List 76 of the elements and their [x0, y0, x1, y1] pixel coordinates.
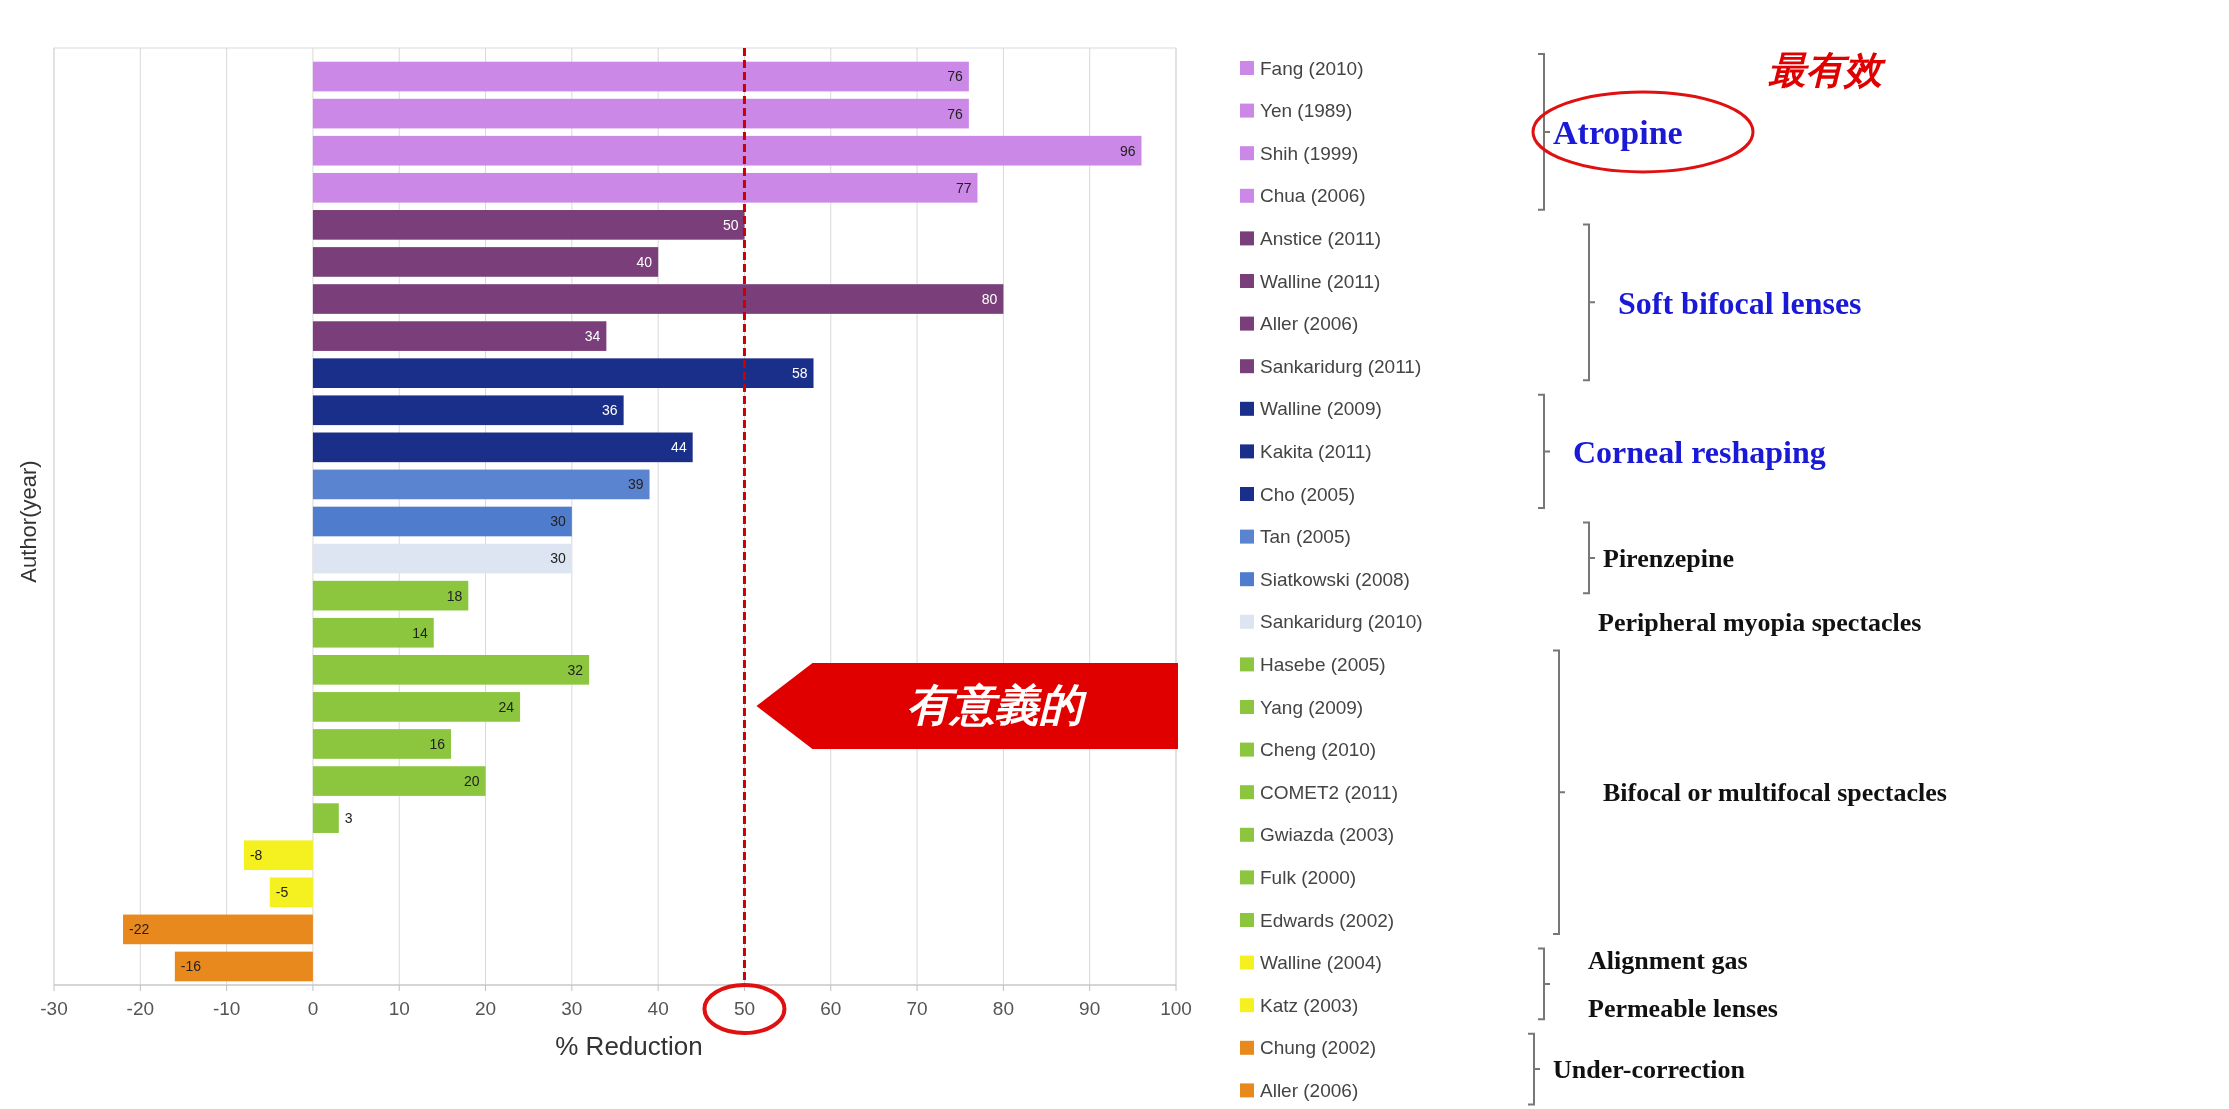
text: Alignment gas Permeable lenses — [1588, 946, 1778, 1023]
data-label: 39 — [627, 476, 644, 493]
legend-label: Tan (2005) — [1260, 526, 1351, 548]
data-label: 76 — [947, 68, 964, 85]
x-tick-label: -10 — [212, 998, 241, 1019]
data-label: 3 — [344, 810, 353, 827]
data-label: -22 — [129, 921, 150, 938]
legend-label: Walline (2009) — [1260, 398, 1382, 420]
x-tick-label: 100 — [1160, 998, 1192, 1019]
legend-label: Aller (2006) — [1260, 313, 1359, 335]
legend-label: Yen (1989) — [1260, 100, 1353, 122]
x-tick-label: 50 — [733, 998, 756, 1019]
text: Bifocal or multifocal spectacles — [1603, 778, 1947, 808]
legend-label: Edwards (2002) — [1260, 909, 1395, 931]
data-label: 76 — [947, 105, 964, 122]
data-label: 32 — [567, 661, 584, 678]
x-tick-label: 70 — [906, 998, 928, 1019]
legend-label: Chua (2006) — [1260, 185, 1366, 207]
x-tick-label: 10 — [388, 998, 410, 1019]
data-label: 30 — [550, 550, 567, 567]
legend-label: Aller (2006) — [1260, 1080, 1359, 1102]
data-label: 14 — [412, 624, 428, 641]
data-label: 40 — [636, 253, 653, 270]
y-axis-title: Author(year) — [16, 460, 41, 583]
legend-label: Shih (1999) — [1260, 142, 1359, 164]
legend-label: Gwiazda (2003) — [1260, 824, 1395, 846]
data-label: 34 — [584, 328, 601, 344]
text: Atropine — [1553, 113, 1683, 151]
legend-label: Fang (2010) — [1260, 57, 1364, 79]
x-tick-label: -30 — [40, 998, 68, 1019]
x-tick-label: 60 — [820, 998, 842, 1019]
data-label: 30 — [550, 513, 567, 530]
data-label: 77 — [955, 179, 972, 196]
data-label: -5 — [275, 884, 289, 901]
x-tick-label: -20 — [126, 998, 155, 1019]
text: Corneal reshaping — [1573, 433, 1826, 470]
text: Peripheral myopia spectacles — [1598, 607, 1922, 637]
x-tick-label: 40 — [647, 998, 669, 1019]
legend-label: Katz (2003) — [1260, 994, 1359, 1016]
data-label: 50 — [722, 216, 739, 233]
annotation: 有意義的 — [907, 679, 1088, 730]
text: Soft bifocal lenses — [1618, 284, 1862, 321]
data-label: 96 — [1119, 142, 1136, 159]
data-label: -8 — [249, 847, 263, 864]
legend-label: Walline (2004) — [1260, 952, 1382, 974]
x-tick-label: 20 — [474, 998, 497, 1019]
legend-label: Kakita (2011) — [1260, 441, 1372, 463]
data-label: 44 — [671, 439, 687, 456]
legend-label: Anstice (2011) — [1260, 228, 1382, 250]
x-tick-label: 80 — [992, 998, 1014, 1019]
legend-label: Fulk (2000) — [1260, 867, 1357, 889]
data-label: 18 — [446, 587, 463, 604]
x-tick-label: 90 — [1079, 998, 1101, 1019]
data-label: 24 — [498, 698, 515, 715]
text: Under-correction — [1553, 1055, 1746, 1085]
legend-label: Chung (2002) — [1260, 1037, 1377, 1059]
legend-label: Hasebe (2005) — [1260, 654, 1386, 676]
legend-label: Yang (2009) — [1260, 696, 1364, 718]
text: Pirenzepine — [1603, 544, 1734, 573]
data-label: 80 — [981, 290, 998, 307]
legend-label: Sankaridurg (2010) — [1260, 611, 1423, 633]
data-label: 16 — [429, 735, 446, 752]
legend-label: Siatkowski (2008) — [1260, 568, 1410, 590]
legend-label: Sankaridurg (2011) — [1260, 355, 1422, 377]
x-tick-label: 0 — [307, 998, 319, 1019]
data-label: 58 — [791, 365, 808, 382]
legend-label: Cho (2005) — [1260, 483, 1356, 505]
data-label: -16 — [180, 958, 202, 975]
text: 最有效 — [1768, 47, 1886, 92]
legend-label: Walline (2011) — [1260, 270, 1381, 292]
data-label: 20 — [463, 772, 480, 789]
x-tick-label: 30 — [561, 998, 583, 1019]
legend-label: COMET2 (2011) — [1260, 781, 1398, 803]
x-axis-title: % Reduction — [555, 1031, 703, 1061]
legend-label: Cheng (2010) — [1260, 739, 1377, 761]
data-label: 36 — [602, 402, 618, 419]
